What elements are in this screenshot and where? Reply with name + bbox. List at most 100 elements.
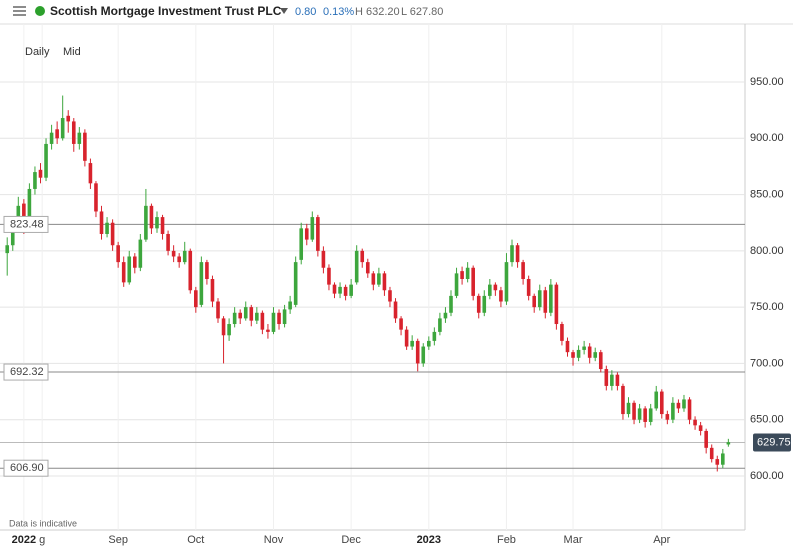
candle-body [293, 262, 298, 305]
candle-body [38, 169, 43, 178]
instrument-title[interactable]: Scottish Mortgage Investment Trust PLC [50, 4, 282, 18]
change-pct: 0.13% [323, 6, 354, 18]
menu-icon[interactable] [13, 6, 26, 16]
candle-body [349, 284, 353, 296]
candle-body [55, 129, 59, 139]
candle-body [44, 143, 48, 178]
candle-body [327, 267, 331, 285]
candle-body [382, 273, 387, 291]
candle-body [110, 222, 115, 246]
y-tick-label: 850.00 [750, 188, 784, 200]
y-tick-label: 750.00 [750, 301, 784, 313]
candle-body [210, 279, 215, 302]
y-tick-label: 650.00 [750, 414, 784, 426]
candle-body [332, 284, 337, 294]
x-tick-label: Feb [497, 534, 516, 546]
candle-body [221, 318, 226, 336]
candle-body [671, 402, 675, 420]
candle-body [282, 309, 287, 325]
candle-body [205, 262, 209, 279]
candle-body [643, 408, 647, 422]
candle-body [427, 340, 431, 347]
candle-body [216, 301, 220, 319]
candle-body [443, 312, 448, 319]
price-line-label-box [3, 363, 49, 381]
candle-body [10, 222, 15, 246]
candle-body [709, 447, 714, 460]
y-tick-label: 950.00 [750, 76, 784, 88]
candle-body [399, 318, 403, 330]
candle-body [726, 442, 731, 445]
candle-body [255, 312, 259, 321]
candle-body [659, 391, 664, 415]
price-type[interactable]: Mid [63, 46, 81, 58]
candle-body [22, 203, 26, 218]
candle-body [5, 245, 10, 254]
candle-body [721, 453, 725, 465]
x-tick-label: Sep [108, 534, 128, 546]
price-line-label-box [3, 215, 49, 233]
candle-body [482, 295, 487, 313]
x-tick-label: Oct [187, 534, 204, 546]
candle-body [637, 408, 642, 420]
candle-body [27, 188, 32, 218]
dropdown-arrow[interactable] [280, 8, 288, 14]
y-tick-label: 600.00 [750, 470, 784, 482]
status-dot [35, 6, 45, 16]
candle-body [243, 307, 248, 319]
candle-body [565, 340, 570, 353]
change: 0.80 [295, 6, 316, 18]
candle-body [393, 301, 398, 319]
candle-body [632, 402, 636, 420]
candle-body [515, 245, 520, 263]
candle-body [415, 340, 420, 364]
candle-body [171, 250, 176, 257]
candle-body [549, 284, 553, 313]
candle-body [33, 172, 37, 189]
price-line-label-box [3, 459, 49, 477]
candle-body [510, 245, 514, 263]
candle-body [271, 312, 276, 332]
candle-body [604, 369, 609, 386]
candle-body [316, 217, 320, 251]
candle-body [576, 349, 581, 358]
candle-body [338, 286, 342, 294]
candle-body [116, 245, 120, 263]
last-price-label: 629.75 [757, 436, 791, 448]
candle-body [343, 286, 348, 296]
x-tick-label: Nov [264, 534, 284, 546]
note: Data is indicative [9, 518, 77, 528]
candle-body [299, 228, 304, 260]
x-tick-label: 2022 [12, 534, 36, 546]
candle-body [232, 312, 237, 325]
candle-body [60, 118, 65, 139]
candle-body [698, 425, 703, 431]
candle-body [648, 408, 653, 422]
y-tick-label: 800.00 [750, 245, 784, 257]
candle-body [543, 290, 548, 313]
high: H 632.20 [355, 6, 400, 18]
candle-body [288, 301, 292, 310]
candle-body [260, 312, 265, 330]
candle-body [421, 346, 426, 364]
y-tick-label: 700.00 [750, 357, 784, 369]
candle-body [532, 295, 537, 308]
candle-body [615, 374, 620, 386]
candle-body [177, 256, 181, 263]
candle-body [526, 279, 531, 296]
candle-body [404, 329, 409, 347]
candle-body [83, 132, 87, 161]
candle-body [121, 262, 126, 283]
candle-body [571, 352, 575, 358]
candle-body [438, 318, 442, 332]
candle-body [304, 228, 309, 240]
candle-body [132, 256, 137, 268]
last-price-box [753, 433, 791, 452]
candle-body [388, 290, 392, 302]
candle-body [138, 239, 143, 268]
price-line-label: 606.90 [10, 462, 44, 474]
interval[interactable]: Daily [25, 46, 50, 58]
candle-body [354, 250, 359, 283]
